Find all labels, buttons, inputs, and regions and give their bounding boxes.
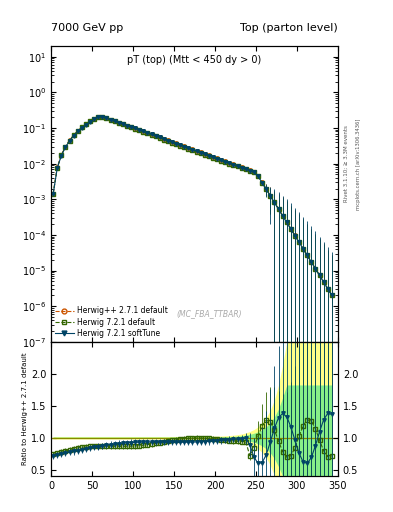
Text: Top (parton level): Top (parton level) — [240, 23, 338, 33]
Text: mcplots.cern.ch [arXiv:1306.3436]: mcplots.cern.ch [arXiv:1306.3436] — [356, 118, 361, 209]
Text: pT (top) (Mtt < 450 dy > 0): pT (top) (Mtt < 450 dy > 0) — [127, 55, 262, 65]
Text: (MC_FBA_TTBAR): (MC_FBA_TTBAR) — [176, 309, 242, 318]
Legend: Herwig++ 2.7.1 default, Herwig 7.2.1 default, Herwig 7.2.1 softTune: Herwig++ 2.7.1 default, Herwig 7.2.1 def… — [55, 306, 168, 338]
Text: Rivet 3.1.10; ≥ 3.3M events: Rivet 3.1.10; ≥ 3.3M events — [344, 125, 349, 202]
Y-axis label: Ratio to Herwig++ 2.7.1 default: Ratio to Herwig++ 2.7.1 default — [22, 353, 28, 465]
Text: 7000 GeV pp: 7000 GeV pp — [51, 23, 123, 33]
